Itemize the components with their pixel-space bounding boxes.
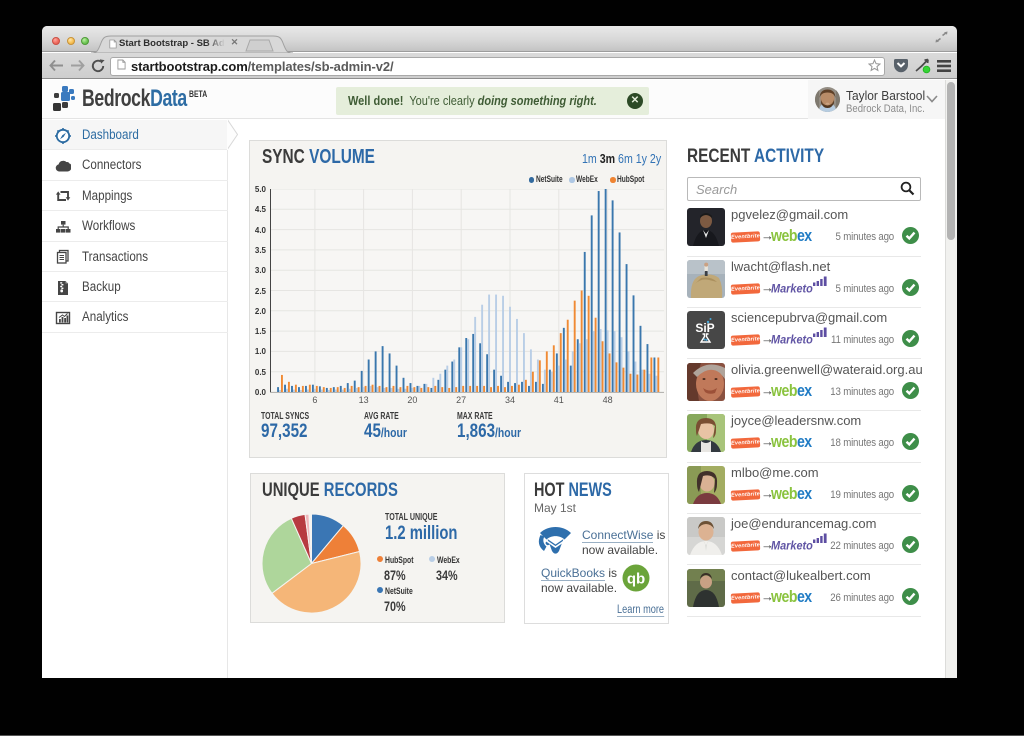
svg-text:Marketo: Marketo xyxy=(771,283,813,295)
svg-text:SiP: SiP xyxy=(695,321,714,335)
svg-text:Marketo: Marketo xyxy=(771,540,813,552)
svg-text:qb: qb xyxy=(627,571,645,588)
svg-text:Marketo: Marketo xyxy=(771,334,813,346)
